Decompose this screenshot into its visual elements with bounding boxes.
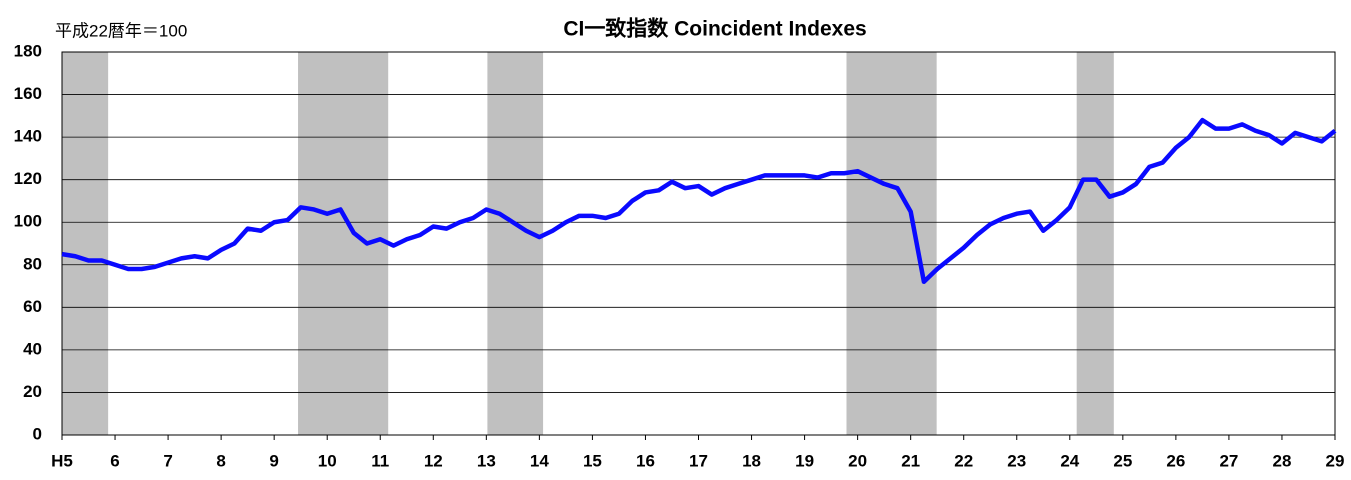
plot-frame bbox=[61, 51, 1336, 436]
y-tick-label: 180 bbox=[14, 41, 42, 60]
unit-label: 平成22暦年＝100 bbox=[55, 21, 187, 40]
y-tick-label: 60 bbox=[23, 297, 42, 316]
x-tick-label: 7 bbox=[163, 451, 172, 470]
shaded-range bbox=[1076, 52, 1114, 435]
x-tick-label: 15 bbox=[583, 451, 602, 470]
y-tick-label: 120 bbox=[14, 169, 42, 188]
shaded-range bbox=[846, 52, 937, 435]
x-tick-label: 19 bbox=[795, 451, 814, 470]
x-tick-label: 9 bbox=[269, 451, 278, 470]
x-tick-label: 8 bbox=[216, 451, 225, 470]
shaded-range bbox=[298, 52, 389, 435]
x-tick-label: 14 bbox=[530, 451, 549, 470]
x-tick-label: 11 bbox=[371, 451, 389, 470]
x-tick-label: 18 bbox=[742, 451, 761, 470]
data-line bbox=[61, 117, 1337, 285]
x-tick-label: 6 bbox=[110, 451, 119, 470]
chart-title: CI一致指数 Coincident Indexes bbox=[563, 17, 866, 41]
x-tick-label: 29 bbox=[1326, 451, 1345, 470]
x-tick-label: 21 bbox=[901, 451, 920, 470]
x-tick-label: 23 bbox=[1007, 451, 1026, 470]
shaded-range bbox=[62, 52, 109, 435]
shaded-range bbox=[487, 52, 544, 435]
x-tick-label: 25 bbox=[1113, 451, 1132, 470]
x-tick-label: 12 bbox=[424, 451, 443, 470]
y-tick-label: 160 bbox=[14, 84, 42, 103]
x-tick-label: H5 bbox=[51, 451, 73, 470]
x-tick-label: 17 bbox=[689, 451, 708, 470]
y-tick-label: 20 bbox=[23, 382, 42, 401]
x-tick-label: 10 bbox=[318, 451, 337, 470]
x-tick-label: 13 bbox=[477, 451, 496, 470]
x-tick-label: 22 bbox=[954, 451, 973, 470]
x-tick-label: 16 bbox=[636, 451, 655, 470]
x-tick-label: 20 bbox=[848, 451, 867, 470]
x-tick-label: 27 bbox=[1219, 451, 1238, 470]
y-tick-label: 80 bbox=[23, 254, 42, 273]
y-tick-label: 0 bbox=[33, 424, 42, 443]
y-tick-label: 40 bbox=[23, 339, 42, 358]
x-tick-label: 26 bbox=[1166, 451, 1185, 470]
y-tick-label: 140 bbox=[14, 127, 42, 146]
x-tick-label: 24 bbox=[1060, 451, 1079, 470]
x-tick-label: 28 bbox=[1272, 451, 1291, 470]
y-tick-label: 100 bbox=[14, 212, 42, 231]
